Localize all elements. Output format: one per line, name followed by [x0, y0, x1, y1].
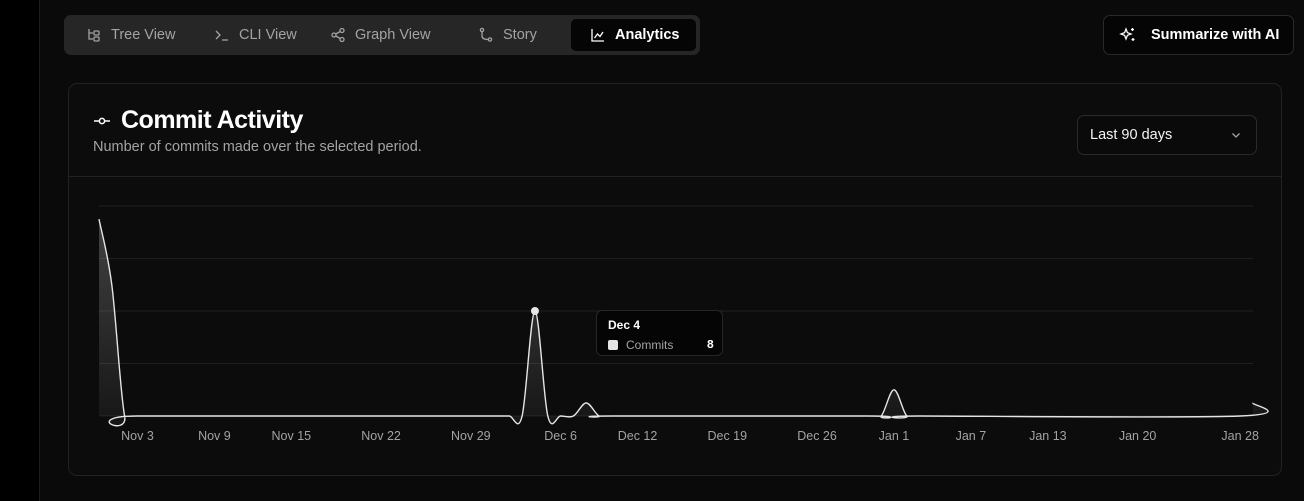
tab-analytics[interactable]: Analytics	[571, 19, 696, 51]
x-tick-label: Nov 3	[121, 429, 154, 443]
tab-cli-view[interactable]: CLI View	[210, 19, 314, 51]
chart-tooltip: Dec 4 Commits 8	[596, 310, 723, 356]
tooltip-date: Dec 4	[608, 318, 641, 332]
sparkles-icon	[1119, 27, 1135, 41]
tooltip-value: 8	[706, 338, 714, 352]
analytics-view: Tree View CLI View Graph View Story Anal…	[40, 0, 1304, 501]
tab-story[interactable]: Story	[474, 19, 568, 51]
x-tick-label: Jan 20	[1119, 429, 1157, 443]
x-tick-label: Dec 6	[544, 429, 577, 443]
commit-activity-card: Commit Activity Number of commits made o…	[68, 83, 1282, 476]
x-tick-label: Jan 7	[956, 429, 987, 443]
summarize-with-ai-button[interactable]: Summarize with AI	[1103, 15, 1294, 55]
area-chart-icon	[591, 29, 604, 42]
tooltip-row: Commits 8	[608, 338, 714, 352]
series-swatch	[608, 340, 618, 350]
x-tick-label: Nov 9	[198, 429, 231, 443]
card-title: Commit Activity	[121, 106, 303, 134]
commits-line	[98, 218, 1269, 427]
card-subtitle: Number of commits made over the selected…	[93, 139, 422, 155]
time-range-value: Last 90 days	[1090, 127, 1173, 143]
card-header: Commit Activity	[93, 106, 303, 135]
x-tick-label: Jan 28	[1221, 429, 1259, 443]
terminal-icon	[215, 30, 228, 41]
x-tick-label: Nov 29	[451, 429, 491, 443]
x-tick-label: Nov 15	[272, 429, 312, 443]
tree-icon	[88, 29, 100, 42]
left-panel-edge	[0, 0, 40, 501]
tab-label: CLI View	[239, 27, 297, 43]
x-tick-label: Dec 12	[618, 429, 658, 443]
commit-chart: Nov 3 Nov 9 Nov 15 Nov 22 Nov 29 Dec 6 Dec 12 D…	[98, 205, 1269, 443]
x-tick-label: Jan 1	[879, 429, 910, 443]
card-divider	[69, 176, 1281, 177]
git-branch-icon	[479, 27, 493, 42]
tab-label: Analytics	[615, 27, 680, 43]
tooltip-label: Commits	[626, 338, 674, 352]
summarize-label: Summarize with AI	[1151, 27, 1280, 43]
tab-graph-view[interactable]: Graph View	[326, 19, 450, 51]
tab-tree-view[interactable]: Tree View	[82, 19, 196, 51]
view-tabs: Tree View CLI View Graph View Story Anal…	[64, 15, 700, 55]
x-tick-label: Nov 22	[361, 429, 401, 443]
tab-label: Tree View	[111, 27, 176, 43]
x-tick-label: Jan 13	[1029, 429, 1067, 443]
git-commit-icon	[94, 117, 110, 124]
time-range-select[interactable]: Last 90 days	[1077, 115, 1257, 155]
x-tick-label: Dec 19	[707, 429, 747, 443]
tab-label: Graph View	[355, 27, 431, 43]
share-nodes-icon	[331, 27, 345, 43]
highlight-point[interactable]	[530, 307, 539, 315]
tab-label: Story	[503, 27, 537, 43]
x-axis-ticks: Nov 3 Nov 9 Nov 15 Nov 22 Nov 29 Dec 6 Dec 12 D…	[121, 429, 1259, 443]
x-tick-label: Dec 26	[797, 429, 837, 443]
chevron-down-icon	[1232, 133, 1240, 138]
